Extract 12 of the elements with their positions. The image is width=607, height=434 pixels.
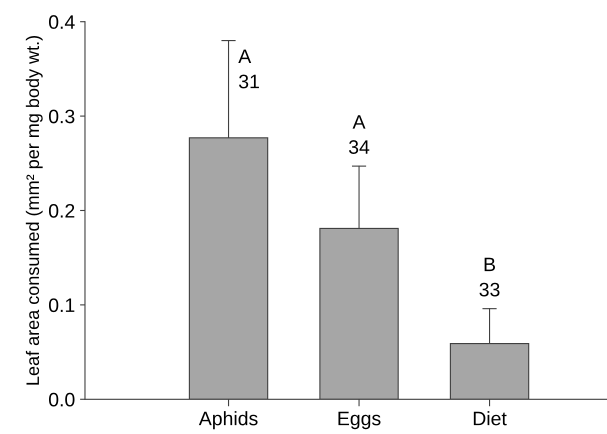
annotation: A 31 [238,50,259,88]
x-tick-label: Eggs [338,412,380,430]
y-tick-label: 0.3 [48,110,74,124]
annotation: A 34 [348,115,370,154]
y-axis-title: Leaf area consumed (mm² per mg body wt.) [26,36,43,385]
y-tick-label: 0.4 [48,15,75,29]
x-tick-label: Aphids [198,411,258,430]
x-tick-label: Diet [474,411,507,426]
y-tick-label: 0.2 [48,204,74,218]
y-tick-label: 0.0 [48,392,74,407]
y-tick-label: 0.1 [48,298,74,312]
annotation: B 33 [479,258,500,296]
